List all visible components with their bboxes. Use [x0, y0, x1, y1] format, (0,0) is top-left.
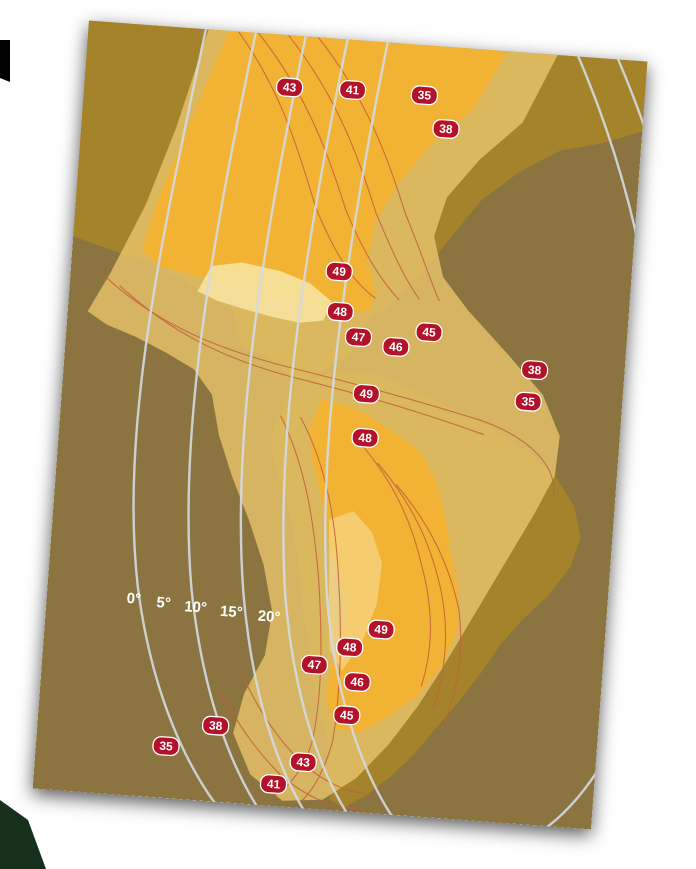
eirp-badge: 41 [338, 80, 367, 101]
eirp-badges: 43 41 35 38 49 48 47 46 45 38 35 49 48 4… [152, 77, 549, 795]
eirp-badge: 46 [343, 671, 371, 692]
svg-text:48: 48 [358, 430, 373, 445]
elevation-label-10: 10° [184, 598, 208, 617]
eirp-badge: 43 [275, 77, 304, 98]
eirp-badge: 35 [514, 391, 542, 412]
eirp-badge: 47 [344, 327, 373, 348]
svg-text:35: 35 [521, 394, 536, 409]
corner-arrow-fragment [0, 40, 10, 82]
svg-text:45: 45 [340, 708, 355, 723]
svg-text:45: 45 [422, 325, 437, 340]
svg-text:38: 38 [439, 121, 454, 136]
eirp-badge: 43 [289, 752, 317, 773]
svg-text:38: 38 [527, 363, 542, 378]
elevation-label-0: 0° [126, 590, 142, 608]
beam-peak-gulf [197, 262, 332, 323]
elevation-label-20: 20° [257, 608, 281, 627]
svg-text:48: 48 [343, 640, 358, 655]
svg-text:49: 49 [332, 264, 347, 279]
svg-text:46: 46 [389, 339, 404, 354]
eirp-badge: 48 [336, 637, 364, 658]
eirp-badge: 48 [326, 301, 355, 322]
svg-text:35: 35 [159, 739, 174, 754]
eirp-badge: 48 [351, 427, 379, 448]
corner-leaf-fragment [0, 800, 46, 869]
elevation-label-15: 15° [219, 603, 243, 622]
svg-text:35: 35 [417, 88, 432, 103]
eirp-badge: 49 [352, 383, 381, 404]
elevation-label-5: 5° [156, 594, 172, 612]
eirp-badge: 45 [333, 705, 361, 726]
map-canvas: 0° 5° 10° 15° 20° 43 41 35 38 49 48 47 4… [32, 20, 648, 830]
svg-text:47: 47 [351, 330, 366, 345]
eirp-badge: 38 [432, 118, 460, 139]
satellite-coverage-map: 0° 5° 10° 15° 20° 43 41 35 38 49 48 47 4… [32, 20, 648, 830]
eirp-badge: 38 [201, 715, 230, 736]
svg-text:41: 41 [345, 83, 360, 98]
eirp-badge: 49 [325, 261, 353, 282]
beam-peak-andes [328, 511, 382, 671]
svg-text:47: 47 [307, 657, 322, 672]
svg-text:49: 49 [359, 386, 374, 401]
svg-text:48: 48 [333, 304, 348, 319]
svg-text:46: 46 [350, 674, 365, 689]
svg-text:41: 41 [266, 777, 281, 792]
eirp-badge: 46 [382, 336, 410, 357]
eirp-badge: 35 [410, 85, 439, 106]
eirp-badge: 35 [152, 736, 180, 757]
svg-text:38: 38 [208, 718, 223, 733]
eirp-badge: 49 [367, 619, 395, 640]
svg-text:43: 43 [296, 755, 311, 770]
eirp-badge: 38 [520, 360, 549, 381]
eirp-badge: 47 [300, 654, 329, 675]
svg-text:43: 43 [282, 80, 297, 95]
svg-text:49: 49 [374, 622, 389, 637]
eirp-badge: 45 [415, 322, 443, 343]
eirp-badge: 41 [259, 774, 288, 795]
